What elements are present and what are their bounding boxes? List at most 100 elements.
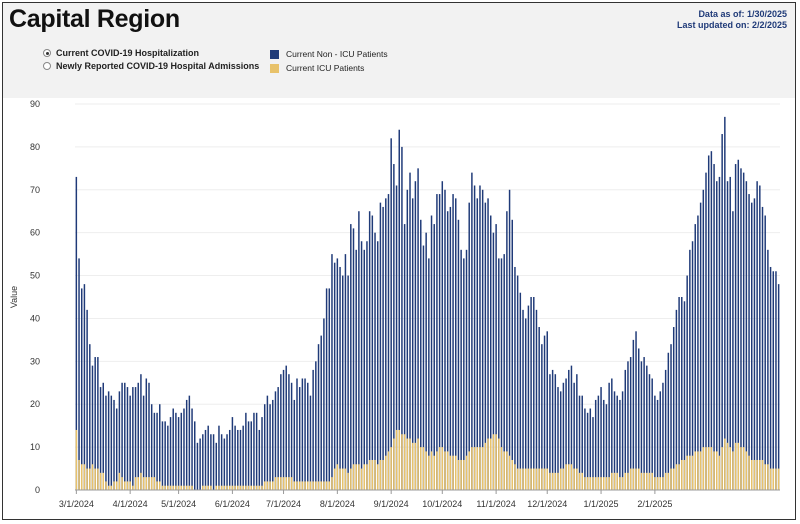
legend-swatch-non-icu — [270, 49, 279, 59]
bar-non-icu — [237, 429, 239, 490]
bar-non-icu — [134, 387, 137, 490]
bar-non-icu — [376, 241, 379, 490]
bar-icu — [153, 477, 156, 490]
bar-non-icu — [258, 429, 261, 490]
bar-non-icu — [185, 399, 188, 490]
bar-icu — [592, 477, 594, 490]
bar-non-icu — [344, 254, 347, 490]
bar-icu — [118, 472, 121, 490]
bar-non-icu — [498, 258, 500, 490]
bar-non-icu — [654, 395, 656, 490]
bar-icu — [559, 468, 562, 490]
bar-non-icu — [282, 369, 285, 490]
bar-non-icu — [331, 254, 333, 490]
bar-icu — [428, 455, 430, 490]
bar-icu — [161, 485, 164, 490]
bar-icu — [436, 451, 438, 490]
bar-non-icu — [366, 241, 368, 490]
bar-icu — [296, 481, 298, 490]
bar-non-icu — [204, 429, 207, 490]
bar-icu — [420, 447, 422, 490]
bar-non-icu — [651, 378, 653, 490]
bar-non-icu — [721, 134, 723, 490]
x-tick-label: 4/1/2024 — [113, 499, 148, 509]
bar-icu — [732, 451, 734, 490]
bar-icu — [277, 477, 279, 490]
bar-icu — [272, 481, 274, 490]
bar-non-icu — [417, 168, 419, 491]
bar-non-icu — [441, 181, 444, 490]
bar-non-icu — [266, 395, 269, 490]
bar-non-icu — [581, 395, 583, 490]
bar-non-icu — [83, 284, 86, 490]
bar-icu — [659, 477, 661, 490]
radio-unselected-icon[interactable] — [43, 62, 51, 70]
bar-non-icu — [489, 215, 492, 490]
bar-non-icu — [180, 412, 183, 490]
bar-non-icu — [761, 206, 764, 490]
bar-icu — [489, 438, 492, 490]
bar-non-icu — [175, 412, 177, 490]
bar-icu — [290, 477, 293, 490]
bar-icu — [524, 468, 527, 490]
bar-non-icu — [678, 297, 680, 490]
bar-icu — [492, 434, 495, 490]
bar-non-icu — [705, 172, 707, 490]
bar-icu — [608, 477, 610, 490]
bar-icu — [468, 451, 470, 490]
bar-icu — [102, 472, 104, 490]
bar-icu — [255, 485, 258, 490]
bar-non-icu — [301, 378, 304, 490]
bar-non-icu — [379, 202, 382, 490]
bar-icu — [148, 477, 150, 490]
bar-non-icu — [463, 258, 465, 490]
bar-icu — [573, 468, 575, 490]
bar-non-icu — [702, 189, 705, 490]
bar-icu — [231, 485, 234, 490]
bar-non-icu — [759, 185, 761, 490]
bar-icu — [395, 429, 398, 490]
bar-non-icu — [336, 258, 339, 490]
bar-icu — [734, 442, 737, 490]
bar-non-icu — [202, 434, 204, 490]
last-updated: Last updated on: 2/2/2025 — [676, 20, 787, 30]
bar-non-icu — [686, 275, 688, 490]
bar-non-icu — [500, 258, 503, 490]
bar-icu — [315, 481, 317, 490]
bar-icu — [664, 472, 667, 490]
bar-icu — [223, 485, 226, 490]
data-as-of: Data as of: 1/30/2025 — [698, 9, 787, 19]
bar-non-icu — [578, 395, 581, 490]
bar-icu — [258, 485, 261, 490]
bar-non-icu — [272, 399, 274, 490]
bar-non-icu — [471, 172, 473, 490]
bar-icu — [594, 477, 597, 490]
bar-non-icu — [293, 399, 296, 490]
bar-icu — [681, 459, 683, 490]
bar-icu — [718, 455, 721, 490]
radio-selected-icon[interactable] — [43, 49, 51, 57]
legend-item-non-icu: Current Non - ICU Patients — [270, 49, 388, 59]
bar-non-icu — [527, 305, 530, 490]
bar-non-icu — [105, 395, 107, 490]
radio-current-hospitalization[interactable]: Current COVID-19 Hospitalization — [43, 48, 199, 58]
bar-non-icu — [75, 176, 78, 490]
bar-icu — [269, 481, 271, 490]
bar-non-icu — [177, 417, 180, 490]
bar-icu — [751, 459, 753, 490]
bar-non-icu — [188, 395, 191, 490]
bar-icu — [228, 485, 231, 490]
bar-icu — [371, 459, 374, 490]
bar-non-icu — [592, 417, 594, 490]
bar-icu — [586, 477, 589, 490]
bar-icu — [107, 485, 110, 490]
bar-icu — [366, 464, 368, 490]
bar-non-icu — [444, 189, 446, 490]
bar-icu — [471, 447, 473, 490]
radio-new-admissions[interactable]: Newly Reported COVID-19 Hospital Admissi… — [43, 61, 259, 71]
bar-icu — [500, 447, 503, 490]
bar-icu — [263, 481, 266, 490]
bar-non-icu — [436, 194, 438, 491]
bar-icu — [675, 464, 678, 490]
bar-non-icu — [107, 391, 110, 490]
